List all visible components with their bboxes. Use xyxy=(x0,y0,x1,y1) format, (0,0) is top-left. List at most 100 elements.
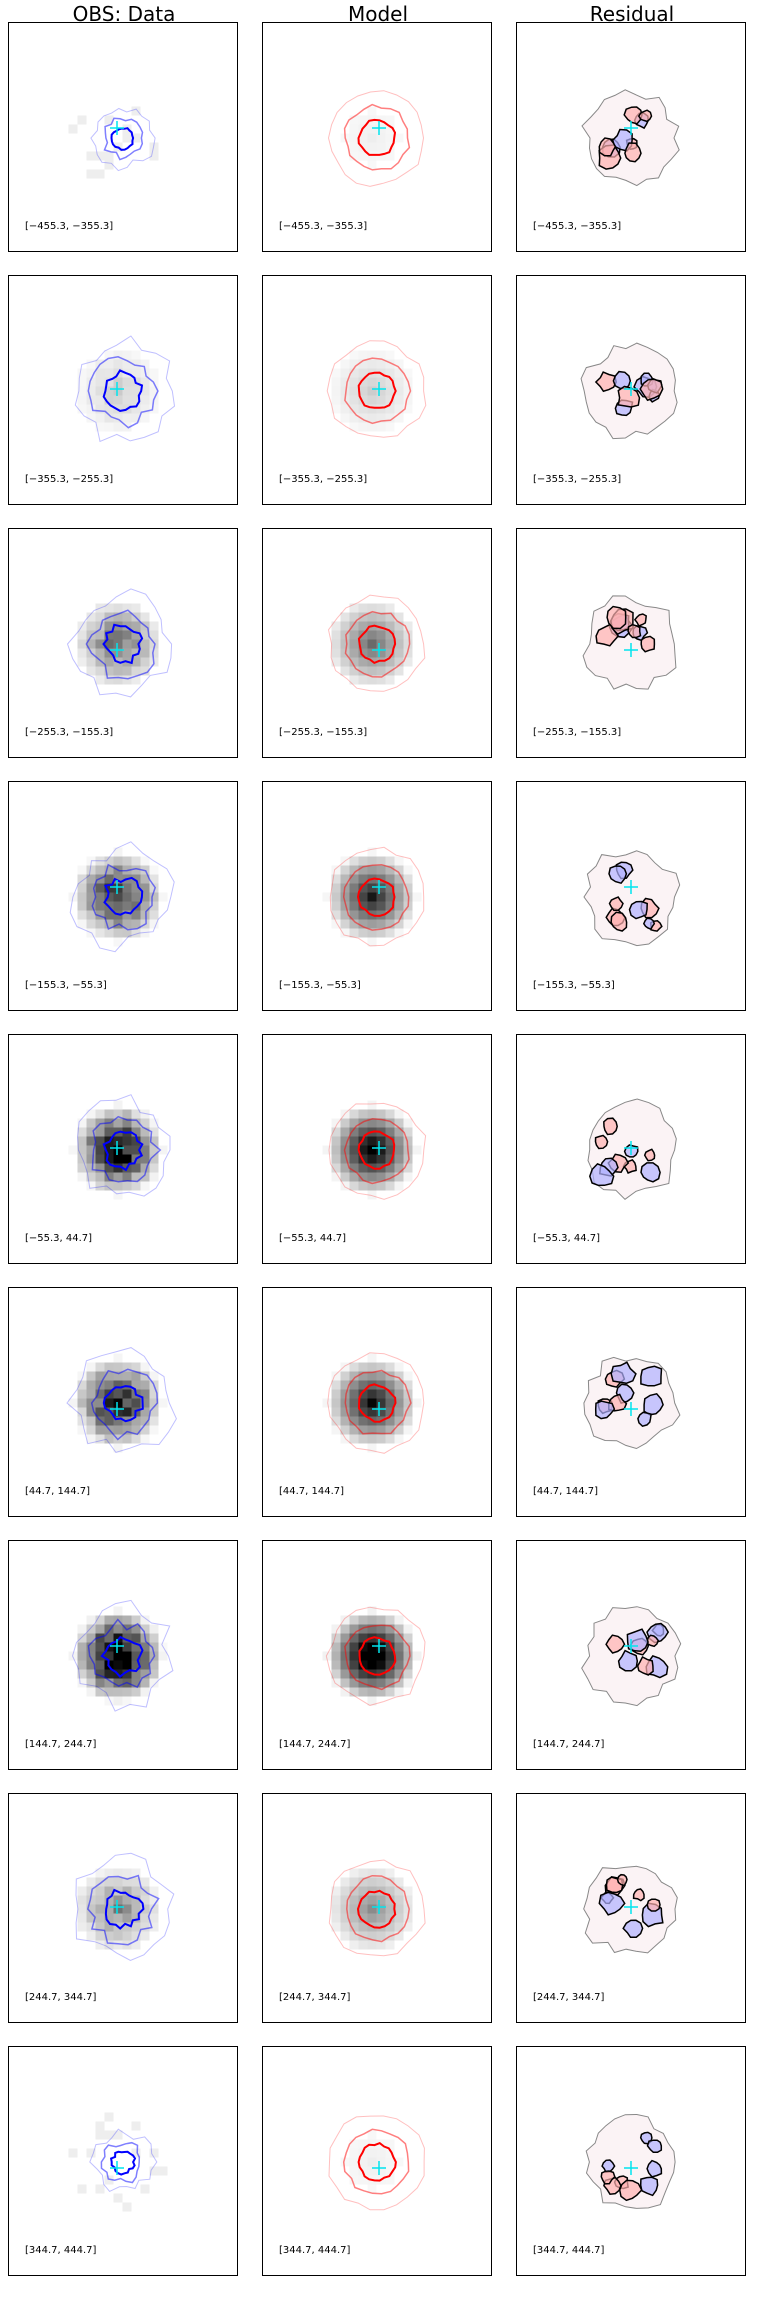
map-pixel xyxy=(394,648,404,658)
map-pixel xyxy=(385,1868,395,1878)
map-pixel xyxy=(122,1434,132,1444)
map-pixel xyxy=(367,1425,377,1435)
map-pixel xyxy=(331,1398,341,1408)
map-pixel xyxy=(358,874,368,884)
map-pixel xyxy=(367,1190,377,1200)
map-pixel xyxy=(131,133,141,143)
map-pixel xyxy=(394,1895,404,1905)
contour-level-2 xyxy=(87,1618,156,1689)
map-pixel xyxy=(385,395,395,405)
centroid-marker xyxy=(372,382,386,396)
residual-region xyxy=(583,850,681,947)
map-pixel xyxy=(113,883,123,893)
map-pixel xyxy=(340,910,350,920)
map-pixel xyxy=(104,621,114,631)
map-pixel xyxy=(358,919,368,929)
residual-contour xyxy=(637,1411,652,1428)
map-pixel xyxy=(358,1172,368,1182)
map-pixel xyxy=(376,630,386,640)
map-pixel xyxy=(104,115,114,125)
contour-level-2 xyxy=(85,609,156,680)
map-pixel xyxy=(113,1425,123,1435)
map-pixel xyxy=(77,2184,87,2194)
map-pixel xyxy=(158,1145,168,1155)
contour-level-2 xyxy=(342,863,410,931)
map-pixel xyxy=(131,874,141,884)
map-pixel xyxy=(403,865,413,875)
map-pixel xyxy=(340,892,350,902)
map-pixel xyxy=(358,666,368,676)
map-pixel xyxy=(113,847,123,857)
map-pixel xyxy=(131,1416,141,1426)
intensity-map xyxy=(322,1606,422,1706)
map-pixel xyxy=(77,404,87,414)
map-pixel xyxy=(358,1687,368,1697)
map-pixel xyxy=(394,1434,404,1444)
map-pixel xyxy=(140,928,150,938)
map-pixel xyxy=(95,1371,105,1381)
velocity-range-label: [−455.3, −355.3] xyxy=(533,221,622,232)
contour-level-3 xyxy=(357,624,397,665)
map-pixel xyxy=(340,1669,350,1679)
map-pixel xyxy=(394,928,404,938)
map-pixel xyxy=(331,865,341,875)
map-pixel xyxy=(349,413,359,423)
map-pixel xyxy=(140,395,150,405)
map-pixel xyxy=(122,1136,132,1146)
panel-residual-row-1: [−455.3, −355.3] xyxy=(516,22,746,252)
map-pixel xyxy=(131,1362,141,1372)
map-pixel xyxy=(113,892,123,902)
map-pixel xyxy=(113,1154,123,1164)
map-pixel xyxy=(77,630,87,640)
map-pixel xyxy=(376,1136,386,1146)
velocity-range-label: [−355.3, −255.3] xyxy=(279,474,368,485)
map-pixel xyxy=(358,1669,368,1679)
map-pixel xyxy=(385,1407,395,1417)
map-pixel xyxy=(95,1172,105,1182)
map-pixel xyxy=(86,413,96,423)
residual-contour xyxy=(639,378,664,402)
map-pixel xyxy=(358,386,368,396)
map-pixel xyxy=(158,2166,168,2176)
map-pixel xyxy=(376,1172,386,1182)
map-pixel xyxy=(131,657,141,667)
map-pixel xyxy=(340,1931,350,1941)
map-pixel xyxy=(122,395,132,405)
map-pixel xyxy=(358,928,368,938)
map-pixel xyxy=(331,1895,341,1905)
map-pixel xyxy=(358,1416,368,1426)
map-pixel xyxy=(113,1118,123,1128)
residual-contour xyxy=(603,1117,618,1136)
map-pixel xyxy=(95,1416,105,1426)
map-pixel xyxy=(394,865,404,875)
panel-plot-data xyxy=(66,588,173,698)
map-pixel xyxy=(367,1434,377,1444)
map-pixel xyxy=(358,1380,368,1390)
map-pixel xyxy=(131,1163,141,1173)
map-pixel xyxy=(86,1651,96,1661)
map-pixel xyxy=(358,151,368,161)
map-pixel xyxy=(113,612,123,622)
map-pixel xyxy=(104,422,114,432)
map-pixel xyxy=(113,666,123,676)
panel-residual-row-2: [−355.3, −255.3] xyxy=(516,275,746,505)
centroid-marker xyxy=(110,382,124,396)
panel-residual-row-3: [−255.3, −155.3] xyxy=(516,528,746,758)
contour-level-1 xyxy=(89,2128,158,2193)
contour-level-2 xyxy=(91,863,157,931)
panel-plot-residual xyxy=(583,850,681,947)
map-pixel xyxy=(376,1940,386,1950)
map-pixel xyxy=(77,892,87,902)
map-pixel xyxy=(358,404,368,414)
map-pixel xyxy=(358,115,368,125)
map-pixel xyxy=(131,359,141,369)
map-pixel xyxy=(104,160,114,170)
map-pixel xyxy=(113,1687,123,1697)
map-pixel xyxy=(385,386,395,396)
map-pixel xyxy=(367,124,377,134)
map-pixel xyxy=(149,1127,159,1137)
centroid-marker xyxy=(372,2161,386,2175)
map-pixel xyxy=(403,883,413,893)
map-pixel xyxy=(340,1615,350,1625)
map-pixel xyxy=(95,1687,105,1697)
